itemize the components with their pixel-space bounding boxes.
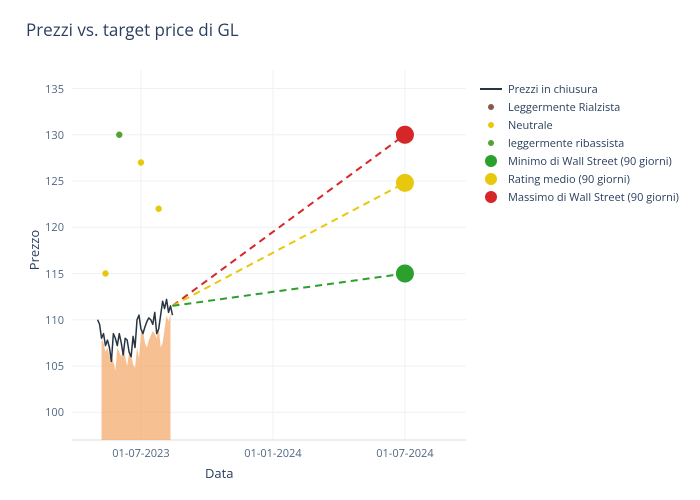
- legend-item[interactable]: Leggermente Rialzista: [478, 98, 679, 116]
- legend-item[interactable]: Neutrale: [478, 116, 679, 134]
- legend-swatch: [478, 154, 504, 168]
- legend-swatch: [478, 100, 504, 114]
- y-tick-label: 120: [40, 220, 64, 235]
- legend-label: Prezzi in chiusura: [508, 82, 598, 97]
- legend-item[interactable]: Rating medio (90 giorni): [478, 170, 679, 188]
- x-tick-label: 01-01-2024: [244, 446, 301, 461]
- legend-item[interactable]: Minimo di Wall Street (90 giorni): [478, 152, 679, 170]
- y-tick-label: 135: [40, 82, 64, 97]
- y-tick-label: 130: [40, 128, 64, 143]
- y-tick-label: 125: [40, 174, 64, 189]
- legend-label: Leggermente Rialzista: [508, 100, 620, 115]
- y-tick-label: 110: [40, 313, 64, 328]
- legend-swatch: [478, 136, 504, 150]
- legend-swatch: [478, 172, 504, 186]
- legend-item[interactable]: leggermente ribassista: [478, 134, 679, 152]
- legend-label: leggermente ribassista: [508, 136, 624, 151]
- y-tick-label: 105: [40, 359, 64, 374]
- chart-container: Prezzi vs. target price di GL Prezzo Dat…: [0, 0, 700, 500]
- y-tick-label: 115: [40, 267, 64, 282]
- legend-label: Minimo di Wall Street (90 giorni): [508, 154, 672, 169]
- plot-svg: [0, 0, 700, 500]
- legend-swatch: [478, 82, 504, 96]
- legend: Prezzi in chiusura Leggermente Rialzista N…: [478, 80, 679, 206]
- legend-swatch: [478, 118, 504, 132]
- x-tick-label: 01-07-2023: [112, 446, 169, 461]
- legend-label: Rating medio (90 giorni): [508, 172, 630, 187]
- legend-item[interactable]: Prezzi in chiusura: [478, 80, 679, 98]
- x-tick-label: 01-07-2024: [376, 446, 433, 461]
- legend-item[interactable]: Massimo di Wall Street (90 giorni): [478, 188, 679, 206]
- legend-label: Massimo di Wall Street (90 giorni): [508, 190, 679, 205]
- y-tick-label: 100: [40, 405, 64, 420]
- legend-swatch: [478, 190, 504, 204]
- legend-label: Neutrale: [508, 118, 553, 133]
